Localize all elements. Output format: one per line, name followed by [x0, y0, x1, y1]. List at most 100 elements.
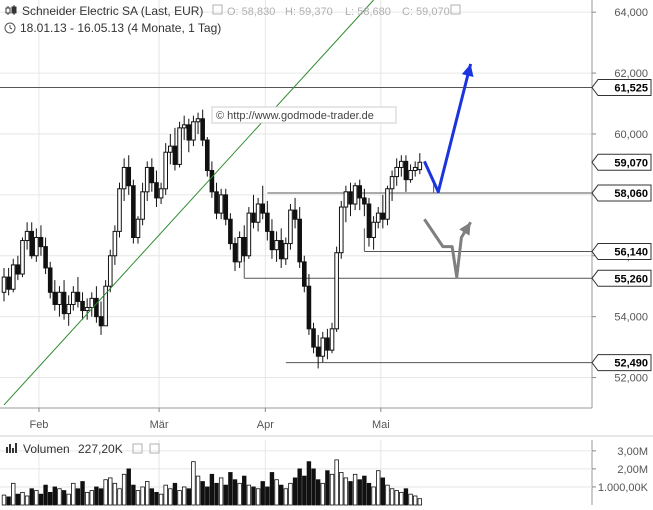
- candle-body: [181, 124, 187, 129]
- candle-body: [269, 230, 275, 251]
- candle: [34, 228, 39, 262]
- candle: [408, 164, 413, 183]
- volume-bar: [117, 488, 122, 506]
- volume-bar: [48, 491, 53, 506]
- candle-body: [57, 291, 62, 305]
- candle: [98, 301, 104, 335]
- volume-bar: [71, 482, 76, 506]
- candle-body: [320, 337, 326, 357]
- volume-bar: [320, 482, 325, 506]
- volume-bar: [302, 475, 307, 506]
- candle: [352, 182, 358, 211]
- candle-body: [52, 291, 58, 305]
- candle-body: [329, 328, 335, 351]
- candle: [204, 137, 210, 177]
- candle: [103, 280, 108, 327]
- candle-body: [302, 261, 307, 287]
- candle: [172, 127, 178, 171]
- candle: [302, 255, 307, 293]
- volume-bar: [412, 495, 418, 506]
- close-icon[interactable]: [450, 4, 461, 15]
- flag-shape: [591, 242, 652, 260]
- candle-body: [117, 188, 122, 232]
- volume-settings-icon[interactable]: [132, 443, 143, 454]
- volume-label: Volumen: [23, 442, 70, 456]
- volume-bar: [98, 488, 104, 506]
- volume-bar: [274, 479, 279, 506]
- candle-body: [408, 170, 413, 181]
- candle: [399, 155, 404, 177]
- volume-bar: [214, 482, 219, 506]
- candle-body: [228, 218, 233, 245]
- candle: [144, 161, 150, 201]
- candle: [311, 322, 316, 354]
- candle-body: [144, 166, 150, 193]
- volume-bar: [376, 470, 381, 506]
- volume-bar: [24, 495, 30, 506]
- candle-body: [163, 151, 168, 190]
- candle: [135, 216, 141, 244]
- candle: [107, 249, 113, 293]
- candle-body: [352, 185, 358, 205]
- candle: [362, 188, 367, 217]
- volume-bar: [103, 479, 108, 506]
- volume-bar: [38, 493, 44, 506]
- candle: [348, 182, 353, 217]
- candle: [195, 112, 201, 134]
- candle-body: [292, 209, 298, 220]
- volume-tick-label: 1.000,00K: [598, 482, 649, 494]
- y-tick-label: 64,000: [614, 7, 648, 19]
- scenario-arrow: [423, 218, 472, 279]
- candle-body: [315, 346, 321, 357]
- volume-close-icon[interactable]: [149, 443, 160, 454]
- candle-body: [75, 291, 81, 302]
- volume-bar: [191, 461, 196, 506]
- candle: [75, 277, 81, 308]
- candle-body: [343, 191, 349, 208]
- volume-bar: [343, 477, 349, 506]
- candle-body: [20, 240, 25, 275]
- volume-bar: [149, 488, 155, 506]
- candle: [158, 182, 164, 204]
- candle-body: [389, 176, 395, 190]
- x-tick-label: Apr: [257, 419, 274, 431]
- volume-bar: [57, 488, 62, 506]
- volume-bar: [251, 486, 256, 506]
- candle: [47, 261, 53, 299]
- price-grid: [0, 0, 592, 505]
- ohlc-low: L: 58,680: [345, 6, 391, 18]
- volume-bar: [371, 486, 376, 506]
- candle: [403, 155, 409, 192]
- volume-bar: [140, 486, 145, 506]
- candle: [94, 286, 99, 323]
- candle-body: [34, 236, 39, 257]
- candle-body: [297, 218, 302, 263]
- volume-bar: [399, 491, 404, 506]
- candle-body: [288, 209, 293, 245]
- candle: [371, 216, 376, 250]
- candle-body: [1, 276, 7, 293]
- candle: [417, 153, 423, 175]
- candle-body: [223, 194, 229, 220]
- ohlc-high: H: 59,370: [285, 6, 333, 18]
- candle: [325, 328, 330, 360]
- candle: [191, 115, 196, 147]
- settings-icon[interactable]: [212, 4, 223, 15]
- volume-tick-label: 3,00M: [617, 446, 648, 458]
- candle: [117, 182, 122, 238]
- volume-bar: [242, 475, 247, 506]
- candle: [131, 179, 136, 244]
- flag-label: 56,140: [614, 246, 648, 258]
- candle-body: [311, 328, 316, 348]
- watermark-text: © http://www.godmode-trader.de: [216, 110, 374, 122]
- y-tick-label: 62,000: [614, 68, 648, 80]
- candle-body: [195, 118, 201, 123]
- volume-bar: [352, 473, 358, 506]
- volume-bar: [121, 473, 127, 506]
- candle: [306, 274, 312, 335]
- volume-bar: [94, 486, 99, 506]
- volume-bar: [403, 488, 409, 506]
- candle-body: [112, 230, 118, 257]
- candle-body: [334, 252, 339, 330]
- candle-body: [126, 166, 132, 187]
